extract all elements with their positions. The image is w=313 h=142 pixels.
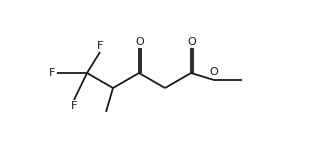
Text: O: O [210,67,218,77]
Text: O: O [188,37,197,47]
Text: F: F [71,101,77,111]
Text: F: F [97,41,103,51]
Text: O: O [136,37,145,47]
Text: F: F [49,68,55,78]
